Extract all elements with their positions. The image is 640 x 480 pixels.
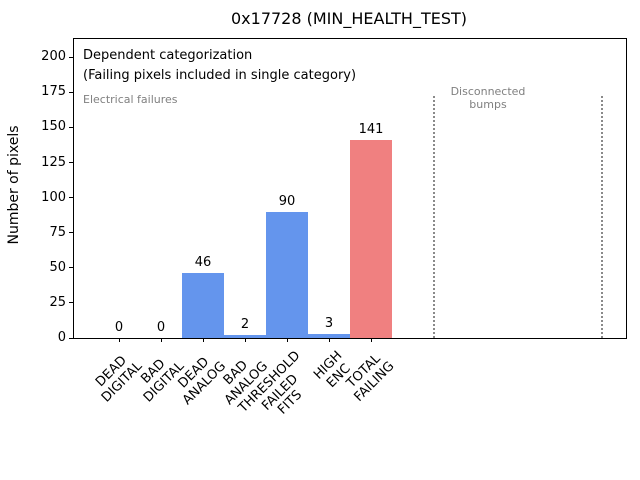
y-tick-label: 150	[41, 119, 66, 135]
annotation-failing-note: (Failing pixels included in single categ…	[83, 68, 357, 83]
bar	[350, 140, 392, 338]
y-tick-label: 50	[49, 259, 66, 275]
bar	[266, 211, 308, 338]
bar-value-label: 2	[240, 317, 250, 333]
y-tick-label: 75	[49, 224, 66, 240]
y-tick-label: 25	[49, 294, 66, 310]
bar-value-label: 3	[324, 315, 334, 331]
bar	[182, 273, 224, 338]
y-tick-mark	[69, 302, 73, 304]
bar-value-label: 46	[194, 255, 212, 271]
y-tick-mark	[69, 337, 73, 339]
x-tick-label: TOTAL FAILING	[344, 351, 398, 405]
y-tick-label: 175	[41, 84, 66, 100]
y-tick-label: 0	[57, 330, 66, 345]
annotation-disconnected-bumps: Disconnected bumps	[450, 85, 526, 111]
x-tick-mark	[160, 338, 162, 342]
x-tick-mark	[244, 338, 246, 342]
annotation-dependent-categorization: Dependent categorization	[83, 48, 253, 63]
bar-value-label: 90	[278, 193, 296, 209]
x-tick-mark	[370, 338, 372, 342]
y-tick-label: 125	[41, 154, 66, 170]
x-tick-mark	[286, 338, 288, 342]
y-tick-mark	[69, 126, 73, 128]
y-tick-mark	[69, 91, 73, 93]
annotation-electrical-failures: Electrical failures	[83, 93, 178, 106]
x-tick-mark	[202, 338, 204, 342]
region-divider-line	[601, 96, 603, 338]
y-tick-mark	[69, 232, 73, 234]
y-tick-mark	[69, 267, 73, 269]
plot-area: Dependent categorization (Failing pixels…	[41, 38, 627, 418]
y-tick-label: 100	[41, 189, 66, 205]
y-axis-label: Number of pixels	[6, 125, 22, 245]
y-tick-mark	[69, 197, 73, 199]
bar-value-label: 141	[358, 122, 384, 138]
x-tick-mark	[118, 338, 120, 342]
bar	[224, 335, 266, 338]
y-tick-label: 200	[41, 49, 66, 65]
bar-value-label: 0	[156, 320, 166, 335]
region-divider-line	[433, 96, 435, 338]
bar-value-label: 0	[114, 320, 124, 335]
bar	[308, 333, 350, 338]
chart-title: 0x17728 (MIN_HEALTH_TEST)	[230, 9, 468, 28]
y-tick-mark	[69, 162, 73, 164]
y-tick-mark	[69, 56, 73, 58]
x-tick-mark	[328, 338, 330, 342]
